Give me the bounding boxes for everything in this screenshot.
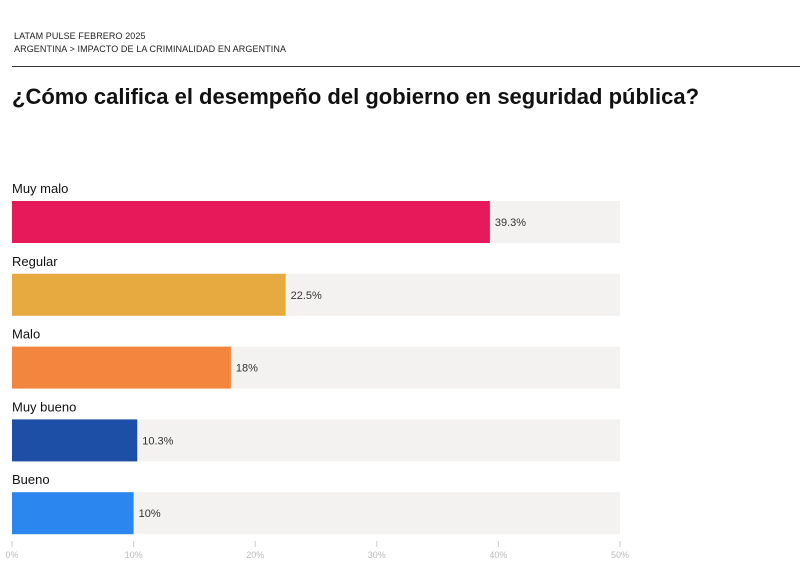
bar [12, 273, 286, 316]
x-tick-label: 50% [611, 550, 629, 560]
category-label: Malo [12, 327, 40, 342]
bar [12, 419, 138, 462]
x-tick-label: 30% [368, 550, 386, 560]
chart-title: ¿Cómo califica el desempeño del gobierno… [12, 84, 700, 109]
category-label: Muy bueno [12, 399, 76, 414]
category-label: Muy malo [12, 181, 68, 196]
bar [12, 201, 490, 243]
data-label: 10.3% [142, 435, 173, 447]
data-label: 22.5% [291, 290, 322, 302]
bar [12, 346, 231, 389]
report-source: LATAM PULSE FEBRERO 2025 [14, 31, 146, 41]
bar [12, 492, 134, 535]
category-label: Regular [12, 254, 58, 269]
data-label: 39.3% [495, 217, 526, 229]
x-tick-label: 0% [5, 550, 18, 560]
breadcrumb: ARGENTINA > IMPACTO DE LA CRIMINALIDAD E… [14, 44, 287, 54]
header-divider [12, 66, 800, 67]
x-tick-label: 40% [489, 550, 507, 560]
data-label: 10% [139, 508, 161, 520]
x-tick-label: 10% [125, 550, 143, 560]
x-tick-label: 20% [246, 550, 264, 560]
category-label: Bueno [12, 472, 50, 487]
data-label: 18% [236, 363, 258, 375]
